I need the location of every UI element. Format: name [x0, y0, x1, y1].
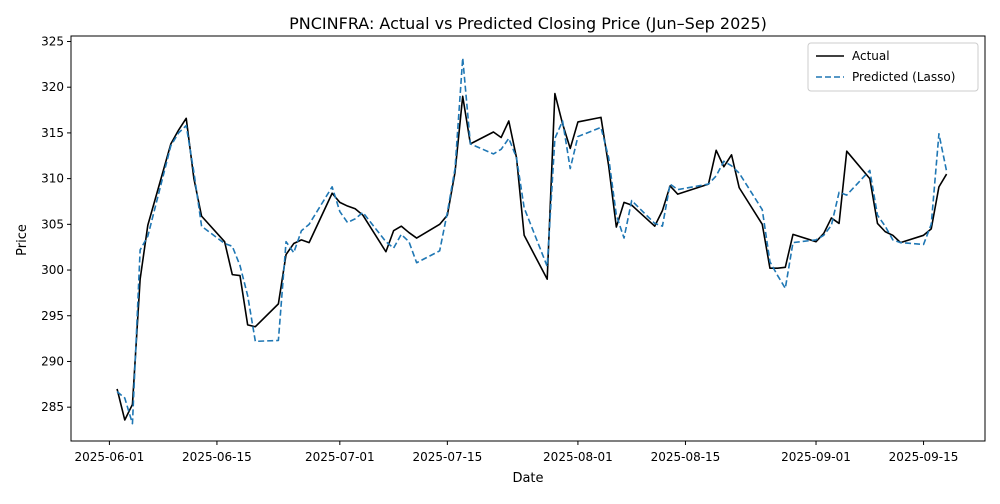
- y-tick-label: 290: [41, 354, 64, 368]
- x-axis-label: Date: [512, 471, 543, 486]
- legend-label: Actual: [852, 49, 890, 63]
- x-tick-label: 2025-07-01: [305, 450, 375, 464]
- x-tick-label: 2025-06-01: [75, 450, 145, 464]
- y-tick-label: 315: [41, 126, 64, 140]
- y-tick-label: 320: [41, 80, 64, 94]
- y-tick-label: 305: [41, 217, 64, 231]
- x-tick-label: 2025-08-01: [543, 450, 613, 464]
- x-tick-label: 2025-07-15: [412, 450, 482, 464]
- chart-title: PNCINFRA: Actual vs Predicted Closing Pr…: [289, 14, 767, 33]
- y-tick-label: 295: [41, 309, 64, 323]
- y-axis-label: Price: [15, 224, 30, 256]
- legend: Actual Predicted (Lasso): [808, 43, 978, 91]
- x-tick-label: 2025-06-15: [182, 450, 252, 464]
- legend-label: Predicted (Lasso): [852, 70, 955, 84]
- y-tick-label: 300: [41, 263, 64, 277]
- y-tick-label: 285: [41, 400, 64, 414]
- y-tick-label: 310: [41, 172, 64, 186]
- y-tick-label: 325: [41, 34, 64, 48]
- x-tick-label: 2025-08-15: [651, 450, 721, 464]
- x-tick-label: 2025-09-01: [781, 450, 851, 464]
- x-tick-label: 2025-09-15: [889, 450, 959, 464]
